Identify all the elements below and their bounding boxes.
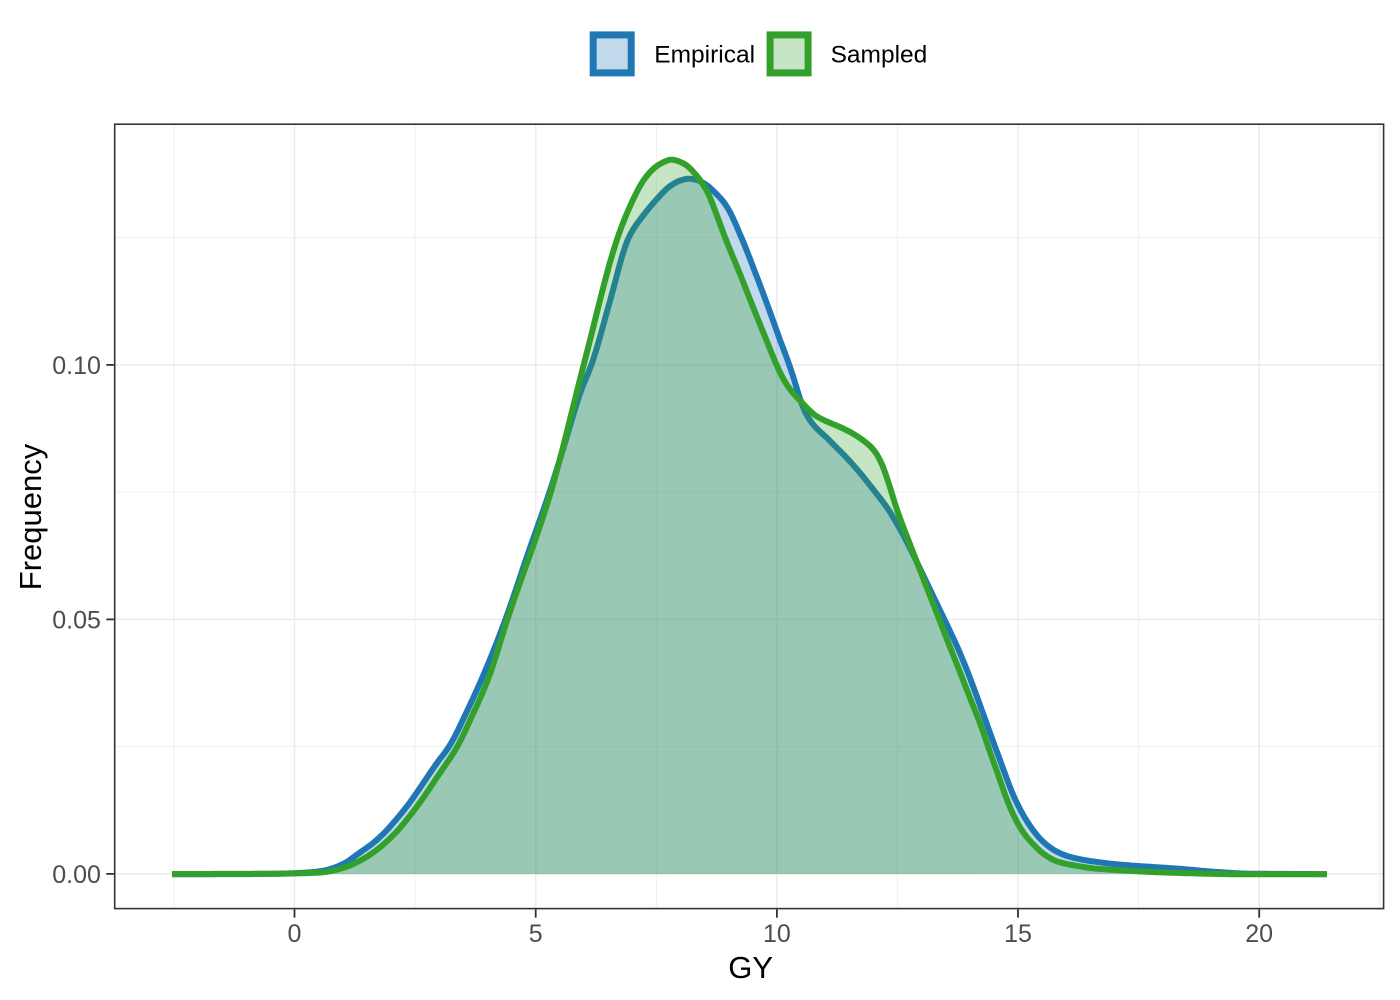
svg-text:0.00: 0.00 <box>52 861 101 889</box>
svg-text:0.10: 0.10 <box>52 352 101 380</box>
svg-text:Frequency: Frequency <box>13 443 48 590</box>
svg-text:0: 0 <box>288 920 302 948</box>
svg-text:0.05: 0.05 <box>52 606 101 634</box>
svg-text:10: 10 <box>763 920 791 948</box>
svg-text:15: 15 <box>1004 920 1032 948</box>
svg-text:5: 5 <box>529 920 543 948</box>
svg-text:20: 20 <box>1245 920 1273 948</box>
svg-text:GY: GY <box>728 950 773 985</box>
svg-text:Sampled: Sampled <box>831 42 928 69</box>
svg-text:Empirical: Empirical <box>654 42 755 69</box>
